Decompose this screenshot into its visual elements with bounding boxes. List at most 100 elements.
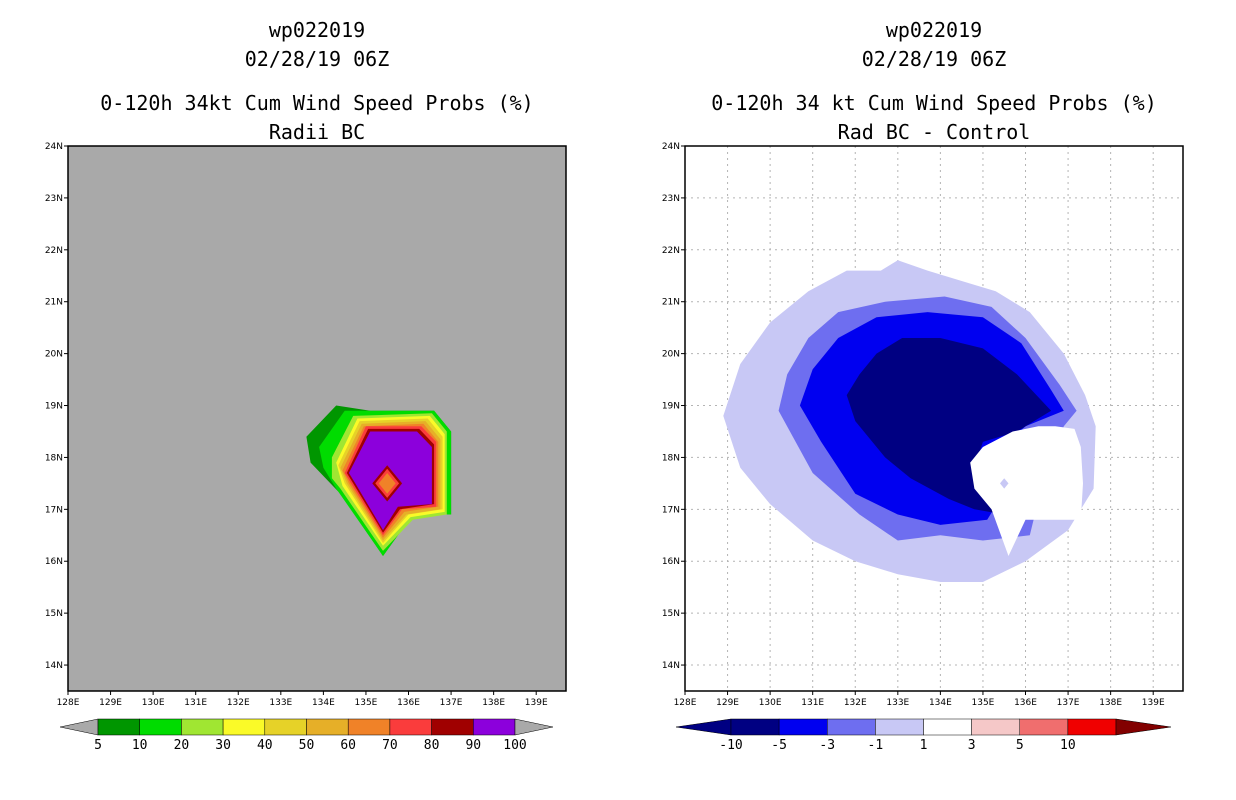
left-colorbar-label: 30 (215, 738, 231, 753)
right-y-tick-label: 17N (662, 505, 680, 515)
left-y-tick-label: 23N (45, 194, 63, 204)
right-x-tick-label: 132E (844, 698, 867, 708)
left-x-tick-label: 139E (525, 698, 548, 708)
left-y-tick-label: 17N (45, 505, 63, 515)
right-y-tick-label: 14N (662, 661, 680, 671)
right-title-line4: Rad BC - Control (837, 120, 1031, 144)
right-colorbar-low-arrow (675, 718, 732, 736)
left-y-tick-label: 20N (45, 350, 63, 360)
left-colorbar-segment (347, 718, 391, 736)
right-colorbar-segment (778, 718, 828, 736)
left-colorbar-label: 5 (94, 738, 102, 753)
right-x-tick-label: 134E (929, 698, 952, 708)
left-contour-group (306, 405, 452, 556)
right-y-tick-label: 21N (662, 298, 680, 308)
left-x-tick-label: 134E (312, 698, 335, 708)
right-colorbar-label: 1 (920, 738, 928, 753)
right-x-tick-label: 138E (1099, 698, 1122, 708)
right-title-line2: 02/28/19 06Z (861, 47, 1007, 71)
right-colorbar-segment (1067, 718, 1117, 736)
left-colorbar-label: 80 (424, 738, 440, 753)
left-colorbar-label: 50 (299, 738, 315, 753)
right-x-tick-label: 129E (716, 698, 739, 708)
left-title-line3: 0-120h 34kt Cum Wind Speed Probs (%) (100, 91, 534, 115)
right-y-tick-label: 15N (662, 609, 680, 619)
left-colorbar-segment (222, 718, 266, 736)
left-plot-background (68, 146, 566, 691)
left-colorbar-segment (389, 718, 432, 736)
left-colorbar-label: 20 (174, 738, 190, 753)
right-colorbar-segment (1019, 718, 1069, 736)
right-colorbar-segment (827, 718, 876, 736)
left-colorbar-segment (431, 718, 474, 736)
right-colorbar-label: 3 (968, 738, 976, 753)
left-x-tick-label: 131E (184, 698, 207, 708)
left-colorbar-segment (181, 718, 224, 736)
left-x-tick-label: 133E (269, 698, 292, 708)
left-x-tick-label: 135E (355, 698, 378, 708)
right-y-tick-label: 16N (662, 557, 680, 567)
right-colorbar-label: -10 (719, 738, 742, 753)
right-y-tick-label: 19N (662, 402, 680, 412)
right-y-tick-label: 18N (662, 453, 680, 463)
right-colorbar-label: 5 (1016, 738, 1024, 753)
left-y-tick-label: 14N (45, 661, 63, 671)
left-colorbar-low-arrow (59, 718, 99, 736)
right-colorbar-label: 10 (1060, 738, 1076, 753)
right-title-line3: 0-120h 34 kt Cum Wind Speed Probs (%) (711, 91, 1157, 115)
right-colorbar-segment (730, 718, 780, 736)
left-y-tick-label: 18N (45, 453, 63, 463)
right-x-tick-label: 128E (674, 698, 697, 708)
left-contour-center-60 (378, 473, 396, 494)
right-contour--3-to-1-spot- (1000, 478, 1009, 489)
left-x-tick-label: 128E (57, 698, 80, 708)
right-plot-frame (684, 145, 1184, 692)
left-y-tick-label: 15N (45, 609, 63, 619)
right-x-tick-label: 136E (1014, 698, 1037, 708)
left-colorbar-label: 90 (465, 738, 481, 753)
left-y-tick-label: 24N (45, 142, 63, 152)
right-title-line1: wp022019 (885, 18, 983, 42)
right-x-tick-label: 133E (886, 698, 909, 708)
right-x-tick-label: 135E (972, 698, 995, 708)
left-title-line4: Radii BC (268, 120, 366, 144)
left-y-tick-label: 22N (45, 246, 63, 256)
left-colorbar-label: 100 (503, 738, 526, 753)
left-colorbar-high-arrow (514, 718, 554, 736)
right-colorbar-segment (923, 718, 972, 736)
right-y-tick-label: 22N (662, 246, 680, 256)
right-y-tick-label: 24N (662, 142, 680, 152)
left-colorbar-label: 60 (340, 738, 356, 753)
right-colorbar-segment (875, 718, 924, 736)
left-colorbar-segment (139, 718, 182, 736)
left-colorbar-label: 70 (382, 738, 398, 753)
right-y-tick-label: 20N (662, 350, 680, 360)
left-x-tick-label: 130E (142, 698, 165, 708)
left-colorbar-segment (264, 718, 307, 736)
right-y-tick-label: 23N (662, 194, 680, 204)
left-title-line2: 02/28/19 06Z (244, 47, 390, 71)
left-x-tick-label: 136E (397, 698, 420, 708)
right-colorbar-label: -1 (868, 738, 884, 753)
right-contour--10 (846, 338, 1052, 515)
right-colorbar-segment (971, 718, 1020, 736)
left-title-line1: wp022019 (268, 18, 366, 42)
left-colorbar-label: 10 (132, 738, 148, 753)
left-x-tick-label: 132E (227, 698, 250, 708)
right-contour--1-to-1 (970, 426, 1083, 556)
right-x-tick-label: 130E (759, 698, 782, 708)
left-colorbar-label: 40 (257, 738, 273, 753)
right-x-tick-label: 131E (801, 698, 824, 708)
left-plot-frame (67, 145, 567, 692)
right-colorbar-label: -5 (771, 738, 787, 753)
left-y-tick-label: 21N (45, 298, 63, 308)
left-x-tick-label: 129E (99, 698, 122, 708)
left-x-tick-label: 138E (482, 698, 505, 708)
right-colorbar-high-arrow (1115, 718, 1172, 736)
left-colorbar-segment (473, 718, 516, 736)
left-y-tick-label: 19N (45, 402, 63, 412)
right-x-tick-label: 137E (1057, 698, 1080, 708)
left-y-tick-label: 16N (45, 557, 63, 567)
left-x-tick-label: 137E (440, 698, 463, 708)
